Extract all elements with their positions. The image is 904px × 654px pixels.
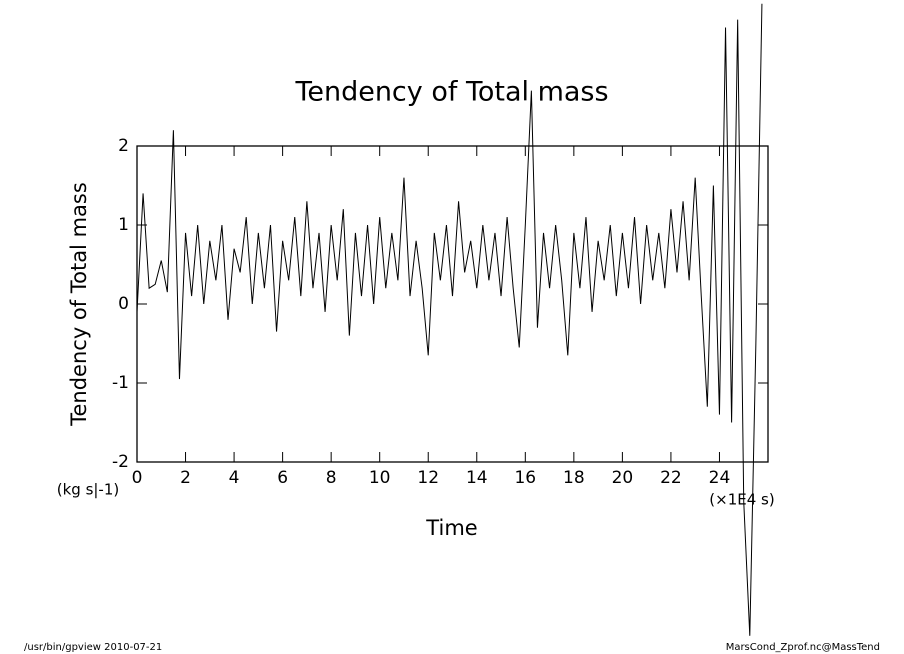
x-tick-label: 16 (514, 468, 536, 488)
x-tick-label: 2 (180, 468, 191, 488)
x-tick-label: 14 (466, 468, 488, 488)
y-tick-label: -2 (112, 452, 129, 472)
y-axis-label: Tendency of Total mass (67, 182, 91, 427)
y-tick-label: 2 (118, 136, 129, 156)
x-tick-label: 22 (660, 468, 682, 488)
y-tick-label: 1 (118, 215, 129, 235)
y-tick-label: 0 (118, 294, 129, 314)
x-axis-label: Time (425, 516, 477, 540)
x-tick-label: 24 (709, 468, 731, 488)
y-unit: (kg s|-1) (57, 481, 120, 499)
x-tick-label: 20 (612, 468, 634, 488)
chart-title: Tendency of Total mass (294, 77, 608, 108)
data-line (136, 3, 763, 636)
footer-left: /usr/bin/gpview 2010-07-21 (24, 642, 162, 653)
x-tick-label: 10 (369, 468, 391, 488)
x-tick-label: 12 (417, 468, 439, 488)
footer-right: MarsCond_Zprof.nc@MassTend (726, 642, 880, 653)
x-tick-label: 0 (132, 468, 143, 488)
x-tick-label: 6 (277, 468, 288, 488)
x-tick-label: 8 (326, 468, 337, 488)
x-tick-label: 4 (229, 468, 240, 488)
x-tick-label: 18 (563, 468, 585, 488)
x-unit: (×1E4 s) (709, 491, 774, 509)
y-tick-label: -1 (112, 373, 129, 393)
